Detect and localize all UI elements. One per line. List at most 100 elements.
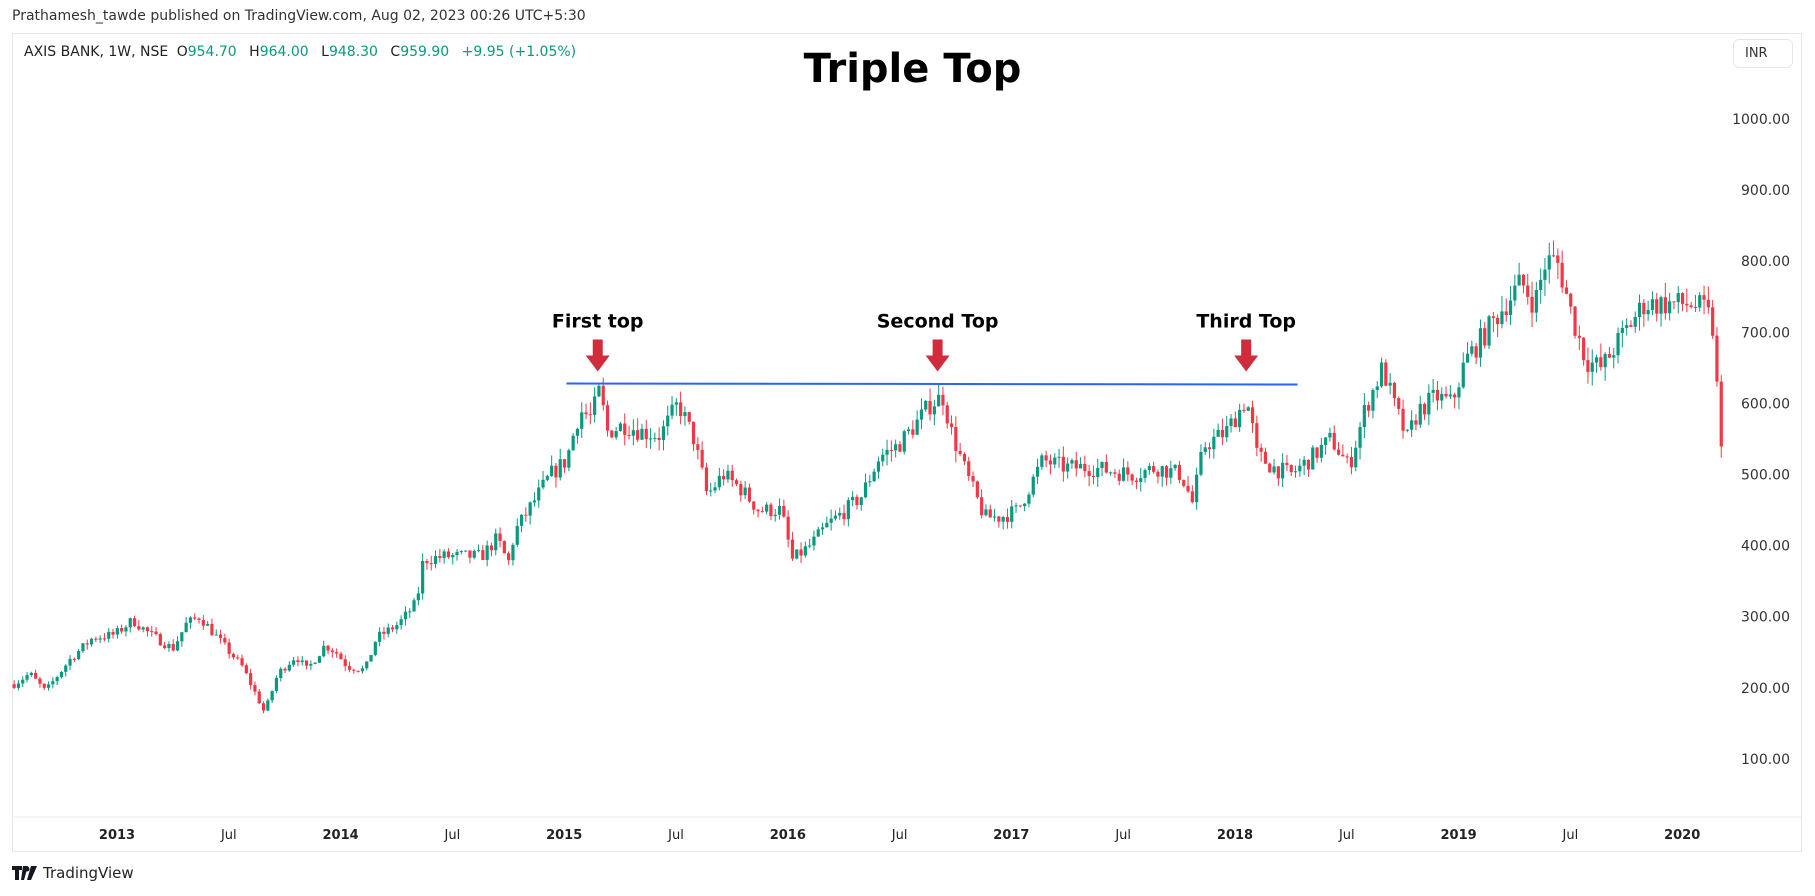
candle-body bbox=[171, 643, 175, 651]
candle-body bbox=[661, 426, 666, 441]
candle bbox=[472, 549, 476, 560]
candle bbox=[1048, 454, 1053, 475]
candle bbox=[1612, 347, 1616, 369]
candle bbox=[365, 661, 369, 671]
candle bbox=[163, 641, 167, 650]
candle-body bbox=[670, 404, 674, 416]
candle bbox=[1620, 320, 1624, 348]
candle bbox=[924, 399, 928, 412]
candle-body bbox=[734, 480, 739, 485]
x-tick-label: 2017 bbox=[993, 828, 1029, 843]
candle-body bbox=[765, 504, 769, 512]
candle bbox=[1521, 273, 1526, 294]
candle-body bbox=[1470, 346, 1474, 354]
x-tick-label: 2015 bbox=[546, 828, 582, 843]
candle-body bbox=[343, 659, 347, 667]
candle bbox=[386, 623, 390, 638]
candle-body bbox=[812, 536, 816, 546]
candle-body bbox=[1478, 328, 1483, 358]
candle bbox=[666, 405, 670, 436]
candle-body bbox=[1160, 466, 1164, 477]
candle bbox=[300, 655, 304, 666]
candle-body bbox=[1139, 478, 1143, 482]
candle-body bbox=[347, 666, 352, 670]
candle-body bbox=[631, 430, 635, 436]
candle bbox=[863, 473, 868, 499]
candle-body bbox=[567, 450, 571, 468]
candle-body bbox=[72, 658, 76, 660]
candle bbox=[1410, 410, 1414, 438]
candle bbox=[1104, 454, 1108, 474]
candle bbox=[911, 420, 915, 439]
candle-body bbox=[395, 625, 399, 630]
candle-body bbox=[240, 658, 244, 666]
symbol-name[interactable]: AXIS BANK, 1W, NSE bbox=[24, 44, 169, 60]
candle-body bbox=[158, 634, 162, 646]
candle-body bbox=[889, 449, 893, 451]
candle bbox=[150, 625, 154, 637]
candle-body bbox=[1371, 389, 1375, 411]
candle-body bbox=[489, 545, 494, 551]
candle-body bbox=[842, 512, 846, 520]
candle bbox=[1018, 505, 1022, 508]
candle-body bbox=[507, 553, 511, 561]
candle-body bbox=[1594, 357, 1599, 363]
candle-body bbox=[1268, 463, 1272, 473]
candle-body bbox=[184, 622, 188, 633]
candle bbox=[408, 608, 412, 618]
candle bbox=[236, 654, 240, 660]
candle-body bbox=[1177, 464, 1182, 480]
candle-body bbox=[1711, 307, 1715, 336]
candle-body bbox=[747, 487, 752, 502]
candle bbox=[1250, 400, 1255, 433]
candle-body bbox=[163, 645, 167, 649]
candle-body bbox=[833, 515, 838, 519]
candle-body bbox=[1259, 447, 1263, 452]
candle-body bbox=[1659, 297, 1663, 314]
candle-body bbox=[1453, 394, 1457, 398]
candle-body bbox=[700, 449, 704, 468]
candle-body bbox=[739, 484, 743, 496]
candle-body bbox=[292, 660, 296, 665]
candle-body bbox=[1319, 444, 1323, 458]
candle-body bbox=[627, 434, 631, 436]
candle bbox=[1035, 458, 1040, 485]
candle-body bbox=[1143, 470, 1147, 479]
currency-button[interactable]: INR bbox=[1733, 39, 1793, 68]
candle bbox=[971, 471, 975, 488]
candle bbox=[532, 492, 537, 507]
candle-body bbox=[1014, 505, 1018, 507]
tradingview-footer[interactable]: TradingView bbox=[12, 864, 134, 882]
candle bbox=[373, 641, 377, 657]
candle-body bbox=[1680, 293, 1685, 304]
candle-body bbox=[584, 412, 588, 415]
annotation-label: Second Top bbox=[877, 310, 999, 332]
candle-body bbox=[937, 394, 941, 407]
candle-body bbox=[932, 406, 936, 415]
candle-body bbox=[610, 430, 614, 438]
open-label: O bbox=[176, 44, 188, 60]
candle-body bbox=[373, 641, 377, 655]
candle-body bbox=[975, 481, 979, 498]
candle bbox=[515, 518, 519, 547]
candle-body bbox=[1625, 325, 1629, 328]
candle bbox=[210, 618, 214, 636]
candle-body bbox=[1379, 362, 1384, 387]
candle bbox=[1121, 458, 1126, 482]
candle bbox=[1345, 453, 1349, 464]
candle-body bbox=[270, 690, 274, 701]
candle bbox=[945, 401, 949, 429]
candle bbox=[244, 663, 248, 675]
candle-body bbox=[1078, 463, 1083, 469]
candle bbox=[1005, 508, 1010, 529]
candle-body bbox=[46, 684, 51, 688]
candle bbox=[1126, 461, 1130, 482]
candle-body bbox=[713, 487, 717, 491]
candle-body bbox=[1491, 316, 1495, 318]
chart-frame[interactable] bbox=[12, 33, 1802, 852]
candle bbox=[1139, 467, 1143, 492]
candle bbox=[1388, 373, 1392, 395]
candle bbox=[51, 677, 55, 689]
candle bbox=[984, 504, 988, 517]
